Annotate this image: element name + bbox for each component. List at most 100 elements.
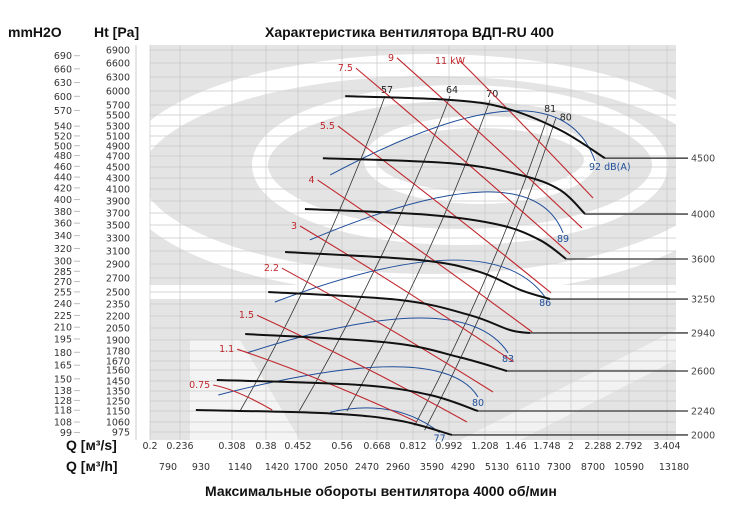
power-label: 0.75 <box>189 380 210 391</box>
y2-tick-label: 180 <box>54 348 72 359</box>
x2-tick-label: 2050 <box>324 462 348 473</box>
x-tick-label: 0.2 <box>142 441 157 452</box>
fan-curve <box>268 291 531 334</box>
fan-curve <box>285 250 551 300</box>
y-tick-label: 1780 <box>106 347 130 358</box>
x-axis-title: Q [м³/s] <box>66 437 117 453</box>
y-axis-title: Ht [Pa] <box>94 24 140 40</box>
efficiency-label: 57 <box>381 85 393 96</box>
x2-tick-label: 6110 <box>516 462 540 473</box>
power-line <box>237 348 418 423</box>
watermark-shape <box>460 330 676 440</box>
noise-label: 86 <box>539 298 551 309</box>
y-tick-label: 1900 <box>106 336 130 347</box>
x2-tick-label: 2960 <box>386 462 410 473</box>
y2-tick-label: 360 <box>54 219 72 230</box>
y2-tick-label: 150 <box>54 374 72 385</box>
rpm-label: 2000 <box>691 430 715 441</box>
chart-footer: Максимальные обороты вентилятора 4000 об… <box>205 483 557 499</box>
y-tick-label: 4500 <box>106 163 130 174</box>
x-tick-label: 0.56 <box>331 441 352 452</box>
y2-tick-label: 540 <box>54 122 72 133</box>
power-line <box>355 67 571 255</box>
x2-tick-label: 790 <box>159 462 177 473</box>
y-tick-label: 3100 <box>106 247 130 258</box>
x2-tick-label: 7300 <box>547 462 571 473</box>
y2-tick-label: 195 <box>54 334 72 345</box>
y-tick-label: 2700 <box>106 274 130 285</box>
x2-tick-label: 8700 <box>581 462 605 473</box>
noise-curve <box>274 259 546 303</box>
x-tick-label: 0.236 <box>166 441 193 452</box>
y2-tick-label: 380 <box>54 207 72 218</box>
noise-label: 89 <box>557 234 569 245</box>
x-tick-label: 2 <box>568 441 574 452</box>
x2-tick-label: 930 <box>192 462 210 473</box>
y2-tick-label: 400 <box>54 195 72 206</box>
fan-curve <box>345 95 606 160</box>
x-tick-label: 0.38 <box>255 441 276 452</box>
efficiency-line <box>239 95 386 412</box>
y2-tick-label: 460 <box>54 162 72 173</box>
efficiency-line <box>346 99 491 412</box>
y-tick-label: 3300 <box>106 234 130 245</box>
rpm-label: 2240 <box>691 407 715 418</box>
y-tick-label: 1670 <box>106 357 130 368</box>
y-tick-label: 6600 <box>106 59 130 70</box>
power-line <box>281 267 494 393</box>
y-tick-label: 5100 <box>106 132 130 143</box>
power-label: 4 <box>309 175 315 186</box>
fan-curve <box>304 207 567 260</box>
y-tick-label: 4700 <box>106 152 130 163</box>
power-line <box>213 384 273 411</box>
x-tick-label: 0.992 <box>435 441 462 452</box>
y-tick-label: 3900 <box>106 197 130 208</box>
power-label: 1.5 <box>239 310 254 321</box>
x-tick-label: 1.748 <box>533 441 560 452</box>
y-tick-label: 2500 <box>106 288 130 299</box>
y-tick-label: 4900 <box>106 142 130 153</box>
x-tick-label: 0.452 <box>284 441 311 452</box>
y2-tick-label: 255 <box>54 287 72 298</box>
y-tick-label: 975 <box>112 428 130 439</box>
power-label: 1.1 <box>219 344 234 355</box>
y-tick-label: 2900 <box>106 260 130 271</box>
noise-label: 92 dB(A) <box>589 162 631 173</box>
y-tick-label: 6300 <box>106 73 130 84</box>
y-tick-label: 1560 <box>106 366 130 377</box>
y2-tick-label: 690 <box>54 51 72 62</box>
x-tick-label: 1.46 <box>505 441 526 452</box>
y2-tick-label: 600 <box>54 92 72 103</box>
rpm-label: 4500 <box>691 154 715 165</box>
x2-tick-label: 10590 <box>614 462 644 473</box>
power-label: 3 <box>291 221 297 232</box>
efficiency-label: 64 <box>446 85 458 96</box>
rpm-label: 4000 <box>691 210 715 221</box>
y-tick-label: 2200 <box>106 312 130 323</box>
y-tick-label: 1250 <box>106 397 130 408</box>
efficiency-label: 81 <box>544 104 556 115</box>
x2-tick-label: 1140 <box>228 462 252 473</box>
y-tick-label: 6900 <box>106 46 130 57</box>
fan-curve <box>195 409 453 436</box>
y2-tick-label: 320 <box>54 244 72 255</box>
y-tick-label: 1350 <box>106 387 130 398</box>
power-label: 7.5 <box>338 63 353 74</box>
x2-tick-label: 3590 <box>420 462 444 473</box>
y2-tick-label: 440 <box>54 173 72 184</box>
power-label: 9 <box>388 53 394 64</box>
fan-curve <box>322 157 586 215</box>
watermark-shape <box>190 340 300 440</box>
y2-tick-label: 630 <box>54 78 72 89</box>
y2-tick-label: 285 <box>54 267 72 278</box>
x2-tick-label: 1420 <box>265 462 289 473</box>
y-tick-label: 1060 <box>106 418 130 429</box>
y2-tick-label: 210 <box>54 323 72 334</box>
x-tick-label: 0.812 <box>399 441 426 452</box>
y-tick-label: 2050 <box>106 324 130 335</box>
y-tick-label: 3500 <box>106 221 130 232</box>
power-line <box>337 125 552 294</box>
rpm-label: 2600 <box>691 367 715 378</box>
